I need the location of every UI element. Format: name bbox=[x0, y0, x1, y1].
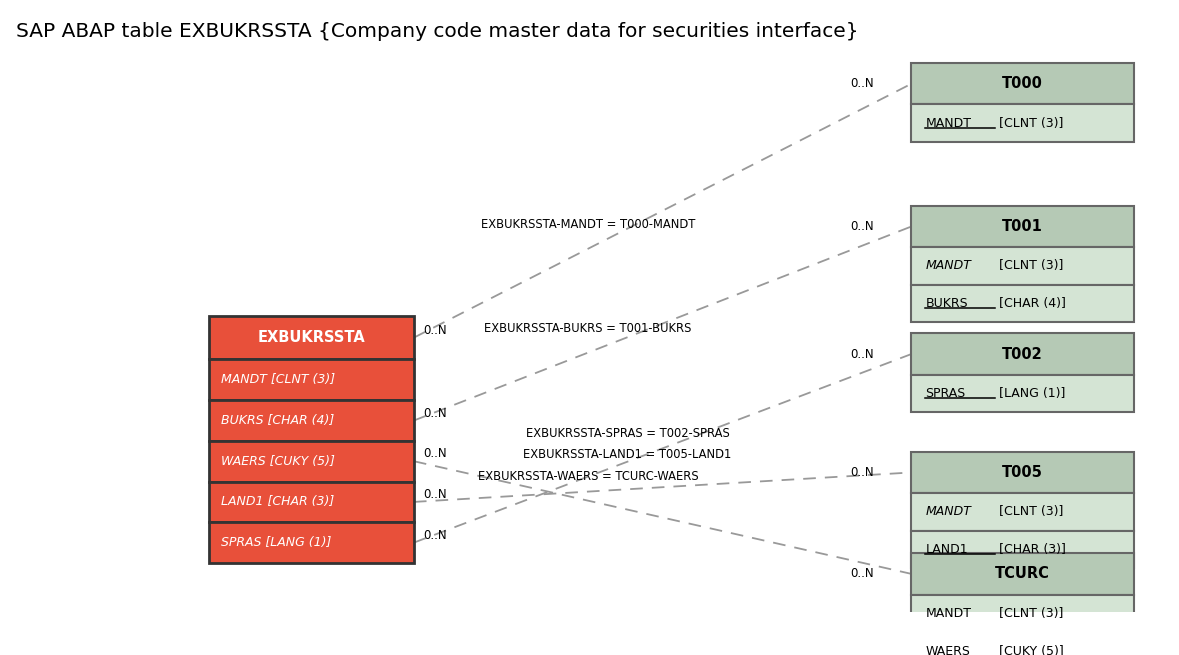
Text: SAP ABAP table EXBUKRSSTA {Company code master data for securities interface}: SAP ABAP table EXBUKRSSTA {Company code … bbox=[15, 22, 858, 41]
Text: T000: T000 bbox=[1002, 76, 1043, 91]
Text: BUKRS: BUKRS bbox=[926, 297, 968, 310]
Text: T001: T001 bbox=[1002, 219, 1043, 234]
FancyBboxPatch shape bbox=[209, 360, 414, 400]
Text: MANDT: MANDT bbox=[926, 607, 971, 620]
Text: 0..N: 0..N bbox=[850, 567, 874, 580]
FancyBboxPatch shape bbox=[911, 553, 1134, 595]
FancyBboxPatch shape bbox=[209, 441, 414, 481]
FancyBboxPatch shape bbox=[911, 285, 1134, 322]
Text: 0..N: 0..N bbox=[850, 466, 874, 479]
Text: EXBUKRSSTA-LAND1 = T005-LAND1: EXBUKRSSTA-LAND1 = T005-LAND1 bbox=[523, 448, 732, 461]
Text: 0..N: 0..N bbox=[850, 77, 874, 90]
Text: EXBUKRSSTA-BUKRS = T001-BUKRS: EXBUKRSSTA-BUKRS = T001-BUKRS bbox=[485, 322, 692, 335]
Text: BUKRS [CHAR (4)]: BUKRS [CHAR (4)] bbox=[220, 414, 334, 427]
Text: [CLNT (3)]: [CLNT (3)] bbox=[995, 506, 1063, 519]
Text: 0..N: 0..N bbox=[850, 220, 874, 233]
FancyBboxPatch shape bbox=[209, 316, 414, 360]
Text: 0..N: 0..N bbox=[423, 529, 447, 542]
Text: [CUKY (5)]: [CUKY (5)] bbox=[995, 645, 1063, 655]
FancyBboxPatch shape bbox=[911, 595, 1134, 632]
Text: 0..N: 0..N bbox=[423, 447, 447, 460]
Text: 0..N: 0..N bbox=[423, 488, 447, 501]
Text: LAND1 [CHAR (3)]: LAND1 [CHAR (3)] bbox=[220, 495, 334, 508]
FancyBboxPatch shape bbox=[911, 333, 1134, 375]
Text: EXBUKRSSTA-SPRAS = T002-SPRAS: EXBUKRSSTA-SPRAS = T002-SPRAS bbox=[526, 426, 730, 440]
Text: LAND1: LAND1 bbox=[926, 543, 968, 556]
Text: SPRAS [LANG (1)]: SPRAS [LANG (1)] bbox=[220, 536, 331, 549]
Text: [CHAR (3)]: [CHAR (3)] bbox=[995, 543, 1066, 556]
FancyBboxPatch shape bbox=[209, 522, 414, 563]
Text: 0..N: 0..N bbox=[850, 348, 874, 360]
Text: EXBUKRSSTA: EXBUKRSSTA bbox=[257, 330, 365, 345]
Text: MANDT: MANDT bbox=[926, 506, 971, 519]
FancyBboxPatch shape bbox=[911, 375, 1134, 413]
Text: EXBUKRSSTA-MANDT = T000-MANDT: EXBUKRSSTA-MANDT = T000-MANDT bbox=[481, 218, 696, 231]
Text: [CLNT (3)]: [CLNT (3)] bbox=[995, 259, 1063, 272]
FancyBboxPatch shape bbox=[209, 481, 414, 522]
Text: 0..N: 0..N bbox=[423, 407, 447, 420]
Text: MANDT: MANDT bbox=[926, 259, 971, 272]
FancyBboxPatch shape bbox=[911, 632, 1134, 655]
Text: 0..N: 0..N bbox=[423, 324, 447, 337]
Text: MANDT: MANDT bbox=[926, 117, 971, 130]
Text: WAERS [CUKY (5)]: WAERS [CUKY (5)] bbox=[220, 455, 335, 468]
Text: EXBUKRSSTA-WAERS = TCURC-WAERS: EXBUKRSSTA-WAERS = TCURC-WAERS bbox=[477, 470, 698, 483]
FancyBboxPatch shape bbox=[911, 493, 1134, 531]
Text: [LANG (1)]: [LANG (1)] bbox=[995, 387, 1065, 400]
FancyBboxPatch shape bbox=[209, 400, 414, 441]
Text: TCURC: TCURC bbox=[995, 567, 1050, 582]
FancyBboxPatch shape bbox=[911, 452, 1134, 493]
FancyBboxPatch shape bbox=[911, 206, 1134, 247]
FancyBboxPatch shape bbox=[911, 63, 1134, 104]
FancyBboxPatch shape bbox=[911, 247, 1134, 285]
Text: SPRAS: SPRAS bbox=[926, 387, 966, 400]
Text: T002: T002 bbox=[1002, 346, 1043, 362]
Text: [CHAR (4)]: [CHAR (4)] bbox=[995, 297, 1066, 310]
Text: MANDT [CLNT (3)]: MANDT [CLNT (3)] bbox=[220, 373, 335, 386]
FancyBboxPatch shape bbox=[911, 104, 1134, 142]
Text: WAERS: WAERS bbox=[926, 645, 970, 655]
FancyBboxPatch shape bbox=[911, 531, 1134, 569]
Text: T005: T005 bbox=[1002, 465, 1043, 480]
Text: [CLNT (3)]: [CLNT (3)] bbox=[995, 607, 1063, 620]
Text: [CLNT (3)]: [CLNT (3)] bbox=[995, 117, 1063, 130]
